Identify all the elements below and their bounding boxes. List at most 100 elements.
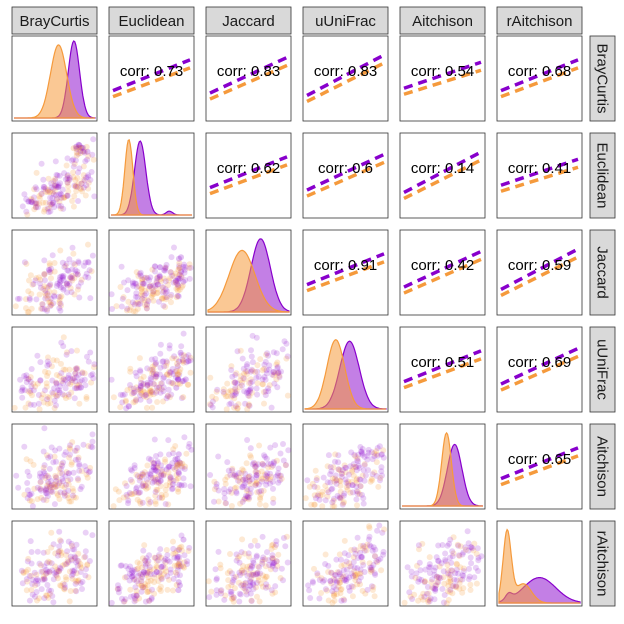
scatter-point	[128, 491, 135, 498]
scatter-point	[176, 263, 182, 269]
scatter-point	[313, 475, 320, 482]
scatter-point	[165, 392, 171, 399]
scatter-point	[25, 555, 32, 562]
scatter-point	[28, 549, 35, 555]
scatter-point	[60, 205, 67, 212]
scatter-point	[74, 365, 81, 372]
scatter-point	[222, 500, 229, 507]
scatter-point	[126, 577, 133, 584]
scatter-point	[182, 376, 189, 383]
scatter-point	[57, 190, 64, 197]
scatter-point	[139, 276, 146, 283]
scatter-point	[72, 447, 78, 454]
scatter-point	[411, 591, 418, 598]
scatter-point	[66, 366, 73, 373]
scatter-point	[238, 470, 245, 477]
scatter-point	[69, 546, 76, 553]
scatter-point	[150, 391, 157, 398]
scatter-point	[139, 391, 146, 398]
scatter-point	[73, 559, 80, 566]
scatter-point	[242, 580, 249, 587]
scatter-point	[460, 568, 467, 575]
scatter-point	[149, 586, 155, 593]
scatter-point	[153, 279, 160, 286]
scatter-point	[265, 352, 272, 359]
scatter-point	[153, 278, 160, 285]
scatter-point	[80, 148, 87, 155]
scatter-point	[284, 559, 291, 566]
scatter-point	[246, 386, 253, 393]
scatter-point	[262, 358, 269, 365]
scatter-point	[366, 542, 373, 549]
scatter-point	[69, 277, 76, 284]
scatter-point	[452, 583, 459, 590]
scatter-point	[130, 385, 137, 392]
scatter-point	[233, 473, 240, 479]
scatter-point	[249, 563, 256, 570]
scatter-point	[64, 282, 71, 289]
scatter-point	[46, 288, 53, 295]
scatter-point	[53, 474, 60, 481]
scatter-point	[176, 271, 183, 278]
scatter-point	[79, 369, 86, 376]
scatter-point	[53, 380, 60, 387]
scatter-point	[179, 358, 186, 365]
scatter-point	[55, 492, 61, 499]
scatter-point	[256, 501, 263, 508]
density-uunifrac-group-2	[304, 339, 386, 410]
scatter-point	[425, 590, 432, 597]
scatter-point	[265, 464, 272, 471]
scatter-point	[81, 148, 88, 155]
scatter-point	[34, 484, 41, 491]
scatter-point	[42, 487, 49, 494]
scatter-point	[337, 579, 343, 586]
scatter-point	[239, 466, 246, 473]
scatter-point	[142, 482, 149, 489]
scatter-point	[178, 543, 185, 550]
scatter-point	[328, 569, 335, 576]
scatter-point	[44, 568, 51, 575]
scatter-point	[40, 186, 47, 192]
scatter-point	[361, 569, 368, 575]
scatter-point	[28, 560, 35, 567]
scatter-point	[260, 487, 267, 494]
scatter-point	[253, 474, 260, 481]
scatter-point	[315, 491, 322, 498]
scatter-point	[169, 464, 176, 471]
scatter-point	[43, 592, 50, 599]
scatter-point	[47, 299, 54, 306]
scatter-point	[41, 563, 48, 570]
scatter-point	[185, 548, 192, 554]
scatter-point	[56, 564, 63, 571]
scatter-point	[354, 570, 361, 577]
scatter-point	[67, 381, 74, 388]
scatter-point	[151, 460, 158, 467]
scatter-point	[136, 570, 143, 577]
scatter-point	[138, 582, 145, 589]
scatter-point	[75, 150, 82, 157]
scatter-point	[153, 371, 160, 378]
scatter-point	[320, 474, 327, 481]
scatter-point	[72, 267, 79, 274]
scatter-point	[350, 573, 357, 580]
scatter-point	[33, 571, 40, 578]
scatter-point	[232, 379, 239, 386]
scatter-point	[232, 384, 239, 391]
scatter-point	[23, 305, 29, 312]
scatter-point	[79, 586, 85, 592]
scatter-point	[129, 573, 136, 580]
scatter-point	[273, 538, 280, 545]
scatter-point	[268, 464, 275, 470]
scatter-point	[127, 382, 133, 388]
scatter-point	[131, 598, 138, 605]
scatter-point	[186, 261, 193, 268]
scatter-point	[43, 485, 50, 492]
scatter-point	[119, 595, 125, 602]
scatter-point	[305, 582, 312, 589]
scatter-point	[343, 464, 349, 471]
scatter-point	[268, 546, 275, 552]
scatter-point	[132, 489, 139, 495]
scatter-point	[53, 402, 59, 409]
panel-braycurtis-uunifrac: corr: 0.83	[302, 35, 389, 122]
scatter-point	[76, 294, 83, 301]
